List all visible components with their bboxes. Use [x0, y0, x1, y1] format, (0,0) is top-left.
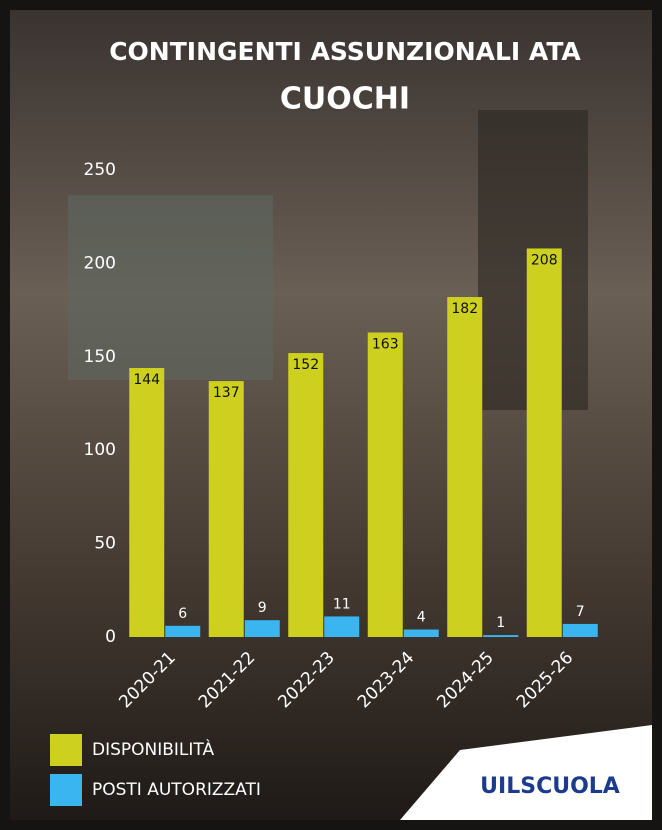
value-label: 152	[292, 357, 319, 373]
bar	[165, 626, 200, 637]
y-tick-label: 250	[84, 160, 116, 180]
bar	[324, 616, 359, 637]
bar	[288, 353, 323, 637]
bar	[483, 635, 518, 637]
page: CONTINGENTI ASSUNZIONALI ATA CUOCHI UILS…	[0, 0, 662, 830]
value-label: 182	[451, 301, 478, 317]
legend-swatch	[50, 774, 82, 806]
value-label: 208	[531, 252, 558, 268]
value-label: 137	[213, 385, 240, 401]
bar	[209, 381, 244, 637]
bar	[404, 630, 439, 637]
chart-title: CONTINGENTI ASSUNZIONALI ATA	[109, 37, 581, 66]
value-label: 163	[372, 337, 399, 353]
value-label: 1	[496, 615, 505, 631]
bar	[563, 624, 598, 637]
y-tick-label: 100	[84, 440, 116, 460]
value-label: 11	[333, 596, 351, 612]
y-tick-label: 200	[84, 253, 116, 273]
bar	[368, 333, 403, 637]
y-tick-label: 0	[105, 627, 116, 647]
legend-swatch	[50, 734, 82, 766]
chart-subtitle: CUOCHI	[280, 82, 410, 117]
chart: CONTINGENTI ASSUNZIONALI ATA CUOCHI UILS…	[0, 0, 662, 830]
value-label: 144	[133, 372, 160, 388]
value-label: 6	[178, 606, 187, 622]
value-label: 4	[417, 610, 426, 626]
bar	[527, 248, 562, 637]
legend-label: DISPONIBILITÀ	[92, 738, 214, 760]
bar	[245, 620, 280, 637]
logo-text: UILSCUOLA	[480, 774, 620, 799]
bar	[447, 297, 482, 637]
y-tick-label: 150	[84, 347, 116, 367]
value-label: 7	[576, 604, 585, 620]
bar	[129, 368, 164, 637]
y-tick-label: 50	[94, 534, 116, 554]
legend-label: POSTI AUTORIZZATI	[92, 780, 261, 800]
value-label: 9	[258, 600, 267, 616]
